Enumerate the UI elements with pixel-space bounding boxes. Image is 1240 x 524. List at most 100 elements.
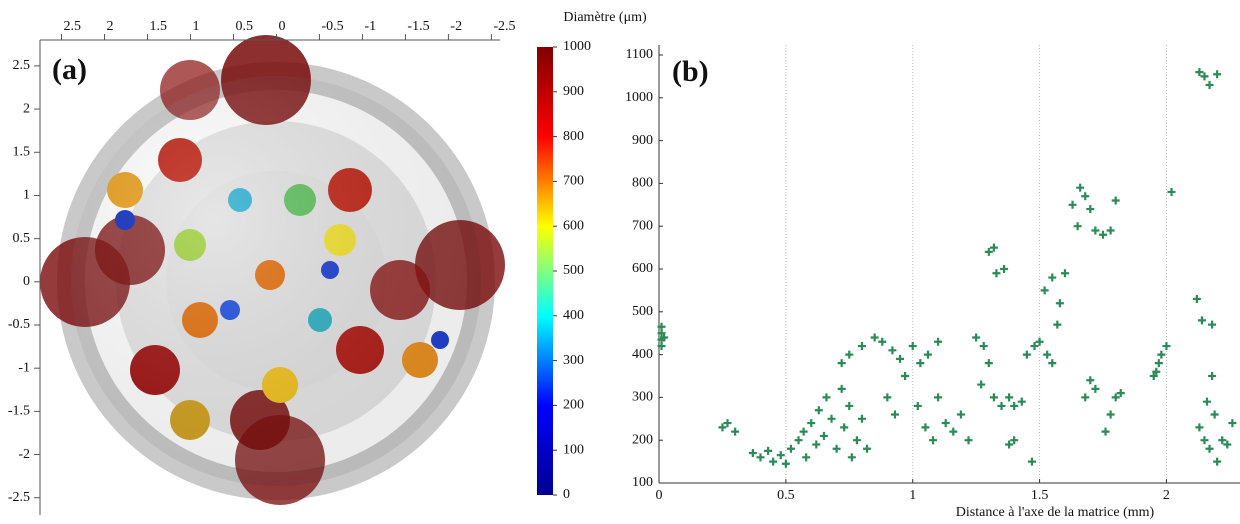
y-tick-label: 600 (632, 261, 653, 276)
point (1218, 436, 1227, 445)
point (1154, 359, 1163, 368)
point (934, 393, 943, 402)
point (837, 384, 846, 393)
point (1195, 68, 1204, 77)
point (840, 423, 849, 432)
x-tick-label: 0 (656, 488, 663, 503)
point (923, 350, 932, 359)
y-tick-label: 700 (632, 218, 653, 233)
point (1005, 440, 1014, 449)
y-tick-label: -2 (18, 447, 30, 462)
y-tick-label: 800 (632, 176, 653, 191)
colorbar-tick-label: 700 (563, 174, 584, 189)
point (1076, 183, 1085, 192)
point (1192, 294, 1201, 303)
point (1055, 299, 1064, 308)
point (1010, 401, 1019, 410)
colorbar-tick-label: 200 (563, 398, 584, 413)
panel-label: (b) (672, 55, 709, 88)
point (888, 346, 897, 355)
x-axis-label: Distance à l'axe de la matrice (mm) (956, 505, 1155, 520)
point (1040, 286, 1049, 295)
point (845, 350, 854, 359)
point (941, 419, 950, 428)
point (1167, 187, 1176, 196)
point (857, 342, 866, 351)
colorbar-title: Diamètre (μm) (563, 10, 647, 25)
colorbar-tick-label: 100 (563, 442, 584, 457)
point (1030, 342, 1039, 351)
point (857, 414, 866, 423)
point (870, 333, 879, 342)
point (878, 337, 887, 346)
x-tick-label: -1.5 (407, 19, 429, 34)
point (1099, 230, 1107, 239)
colorbar-tick-label: 0 (563, 487, 570, 502)
point (916, 359, 925, 368)
colorbar-tick-label: 300 (563, 353, 584, 368)
point (660, 333, 669, 342)
y-tick-label: 900 (632, 133, 653, 148)
x-tick-label: -2 (450, 19, 462, 34)
point (1210, 410, 1219, 419)
point (901, 372, 910, 380)
point (989, 393, 998, 402)
point (1017, 397, 1026, 406)
point (956, 410, 965, 419)
y-tick-label: -0.5 (8, 317, 30, 332)
render-illustration (40, 35, 505, 505)
point (908, 342, 917, 351)
colorbar-tick-label: 500 (563, 263, 584, 278)
point (1152, 367, 1161, 376)
y-tick-label: 1.5 (13, 144, 31, 159)
point (764, 446, 773, 455)
point (1205, 80, 1214, 89)
point (827, 414, 836, 423)
y-tick-label: 1 (23, 188, 30, 203)
point (1195, 423, 1204, 432)
point (1111, 393, 1120, 402)
point (819, 431, 828, 440)
colorbar-tick-label: 1000 (563, 39, 591, 54)
point (1086, 205, 1095, 214)
point (883, 393, 892, 402)
x-tick-label: 2.5 (63, 19, 81, 34)
point (794, 436, 803, 445)
point (964, 436, 973, 445)
x-tick-label: 0.5 (777, 488, 795, 503)
point (845, 401, 854, 410)
colorbar-tick-label: 600 (563, 218, 584, 233)
colorbar-tick-label: 900 (563, 84, 584, 99)
point (934, 337, 943, 346)
point (802, 453, 811, 462)
point (992, 269, 1001, 278)
y-tick-label: 200 (632, 432, 653, 447)
point (837, 359, 846, 368)
point (896, 354, 905, 363)
x-tick-label: -2.5 (493, 19, 515, 34)
point (1203, 397, 1212, 406)
point (1086, 376, 1095, 385)
y-tick-label: 500 (632, 304, 653, 319)
point (977, 380, 986, 389)
point (807, 419, 816, 428)
point (799, 427, 808, 436)
point (984, 247, 993, 256)
point (814, 406, 823, 415)
x-tick-label: 2 (1163, 488, 1170, 503)
point (1035, 337, 1044, 346)
x-tick-label: 1 (192, 19, 199, 34)
point (1200, 72, 1209, 81)
point (1106, 226, 1115, 235)
point (984, 359, 993, 368)
point (731, 427, 740, 436)
x-tick-label: 2 (106, 19, 113, 34)
y-tick-label: 1000 (625, 90, 653, 105)
point (1157, 350, 1166, 359)
point (812, 440, 821, 449)
point (1205, 444, 1214, 453)
y-tick-label: -1 (18, 360, 30, 375)
point (1005, 393, 1014, 402)
point (913, 401, 922, 410)
